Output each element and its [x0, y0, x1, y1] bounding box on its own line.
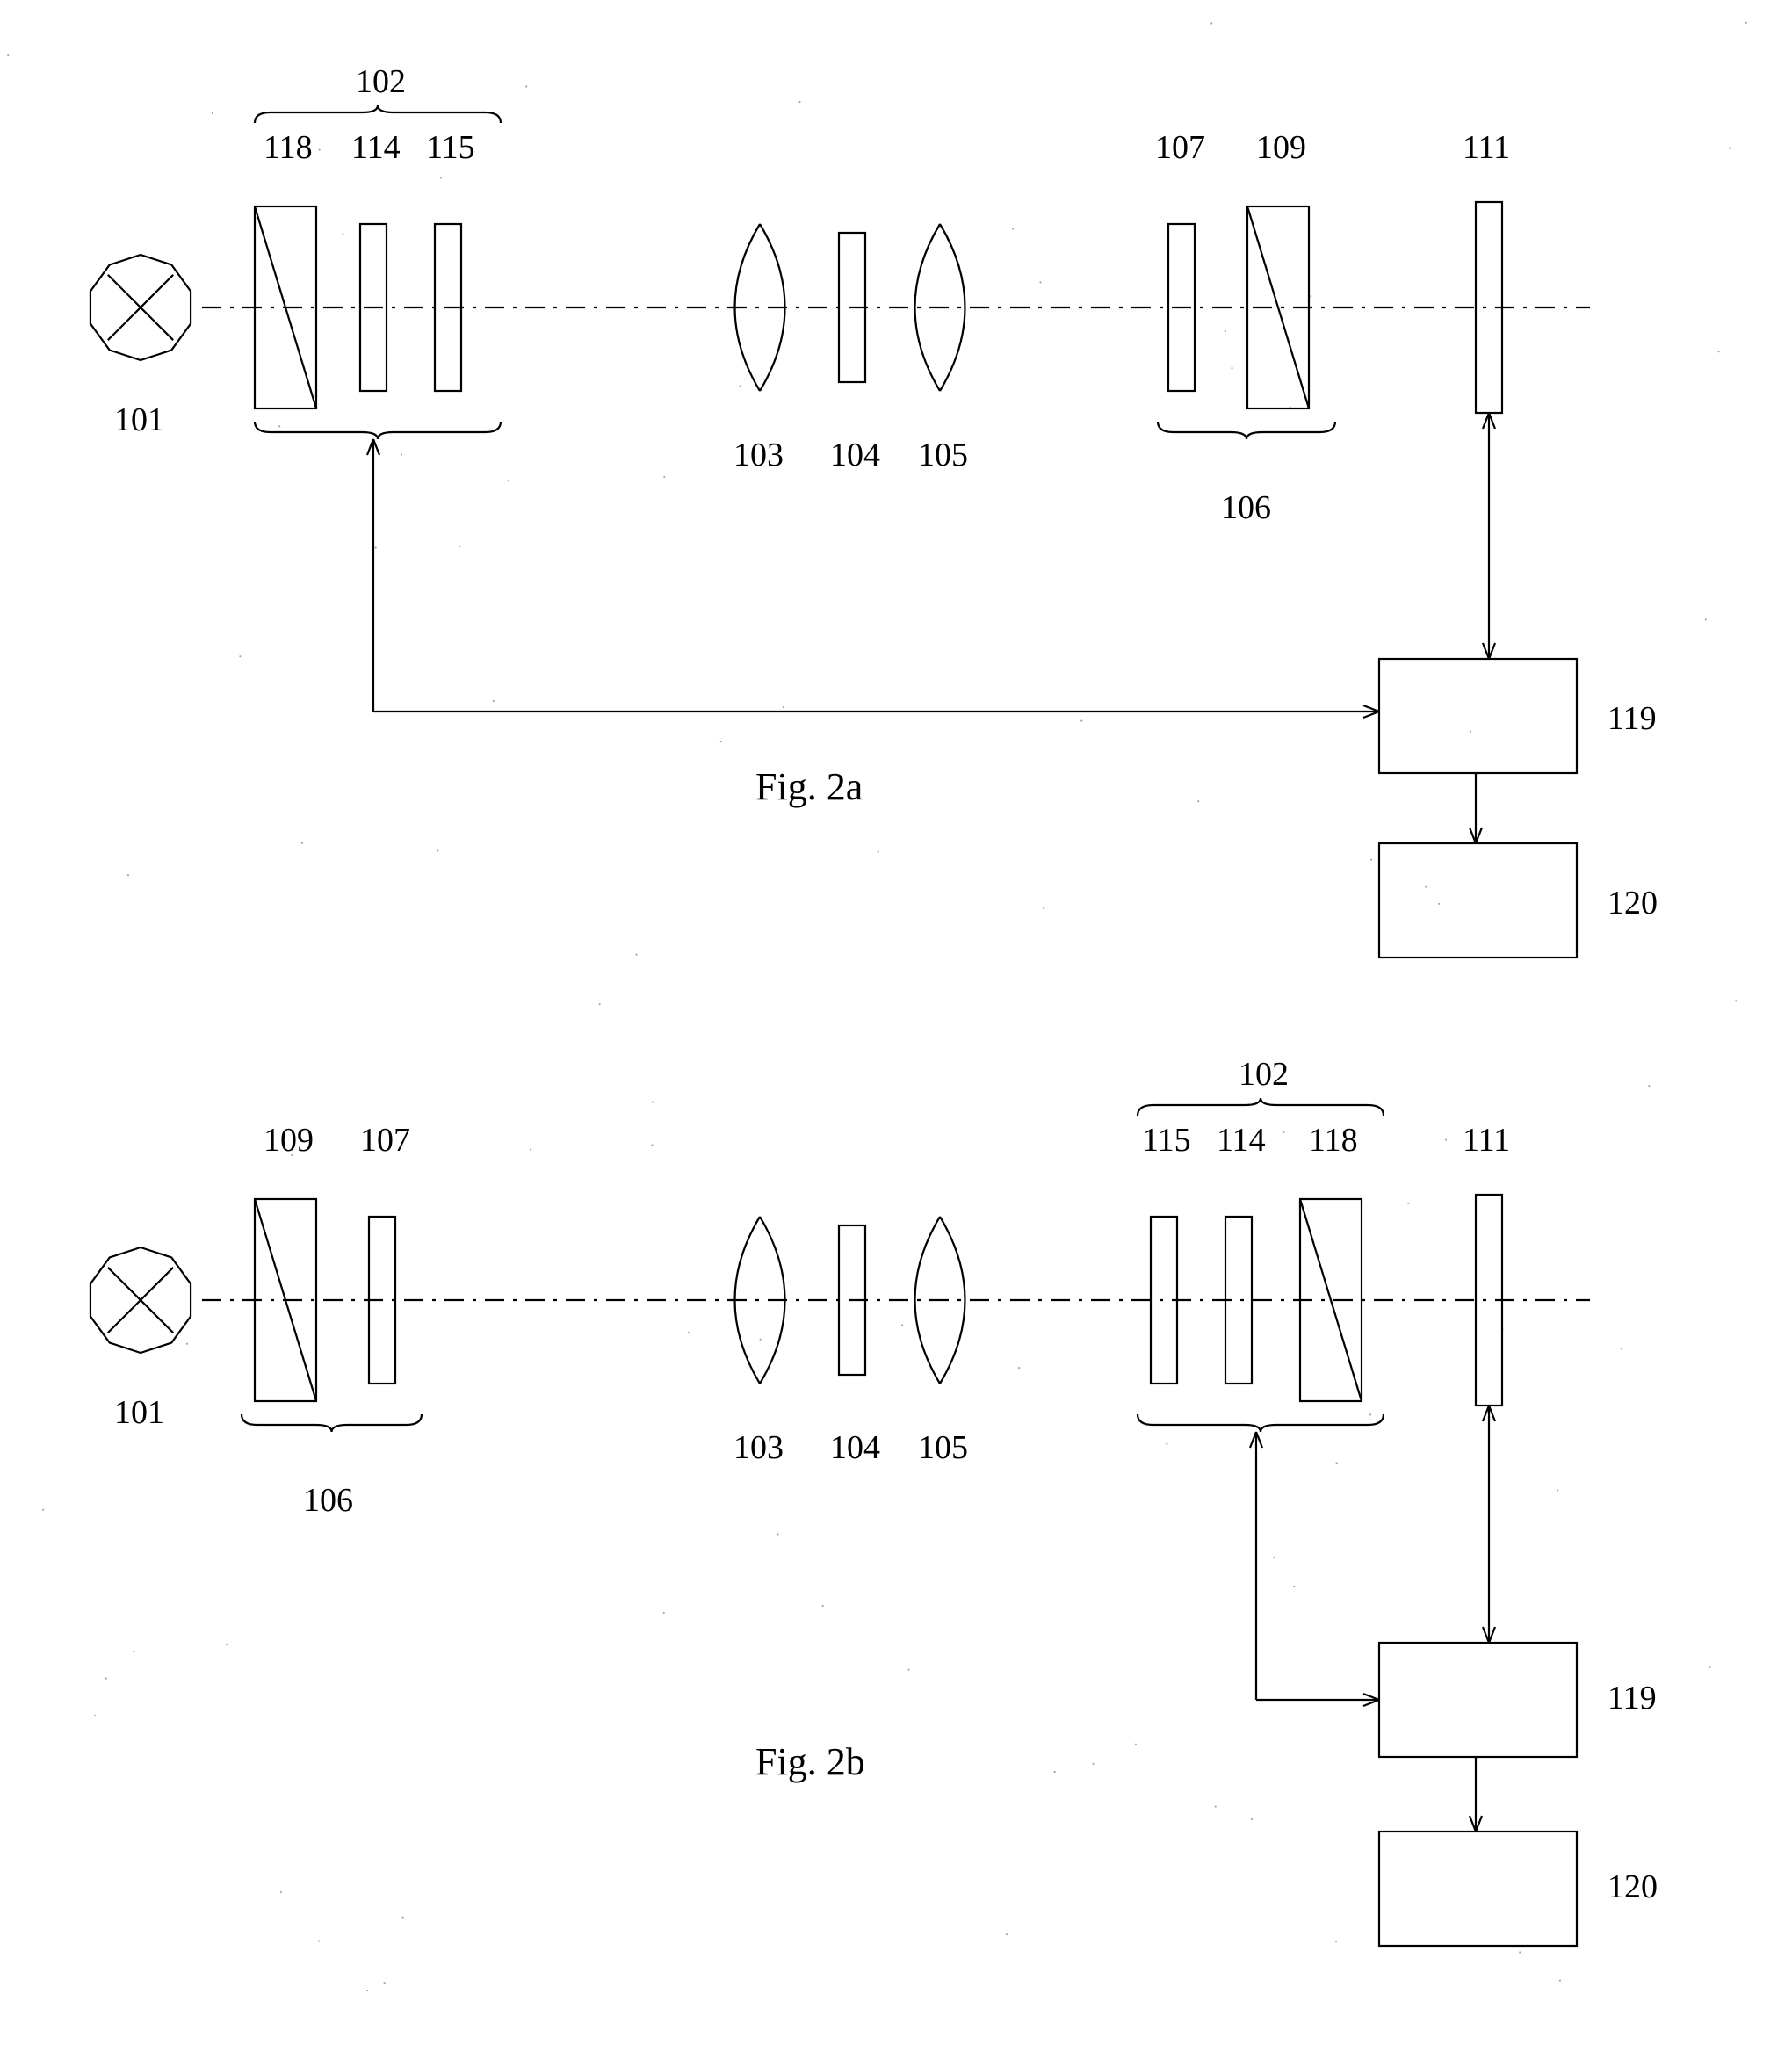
svg-text:104: 104: [830, 1429, 880, 1466]
svg-text:101: 101: [114, 401, 164, 438]
svg-text:102: 102: [1239, 1056, 1289, 1093]
svg-text:105: 105: [918, 437, 968, 473]
fig-2a-group-102-item-0: [255, 206, 316, 408]
fig-2b-box-119: [1379, 1643, 1577, 1757]
svg-text:101: 101: [114, 1394, 164, 1431]
svg-text:115: 115: [426, 129, 475, 166]
svg-text:111: 111: [1463, 1122, 1510, 1159]
svg-text:111: 111: [1463, 129, 1510, 166]
svg-text:107: 107: [1155, 129, 1205, 166]
fig-2b-group-106: 109 107 106: [242, 1122, 422, 1519]
svg-text:120: 120: [1608, 1868, 1658, 1905]
svg-text:104: 104: [830, 437, 880, 473]
fig-2a-group-106: 107 109 106: [1155, 129, 1335, 526]
svg-text:120: 120: [1608, 885, 1658, 921]
svg-text:118: 118: [1309, 1122, 1358, 1159]
svg-text:106: 106: [1221, 489, 1271, 526]
svg-text:102: 102: [356, 63, 406, 100]
svg-text:114: 114: [1217, 1122, 1266, 1159]
svg-text:109: 109: [1256, 129, 1306, 166]
svg-text:Fig. 2b: Fig. 2b: [755, 1740, 865, 1783]
svg-text:107: 107: [360, 1122, 410, 1159]
svg-text:103: 103: [733, 1429, 784, 1466]
fig-2b-group-106-item-0: [255, 1199, 316, 1401]
svg-text:119: 119: [1608, 1680, 1657, 1716]
svg-text:109: 109: [264, 1122, 314, 1159]
svg-text:106: 106: [303, 1482, 353, 1519]
svg-text:118: 118: [264, 129, 313, 166]
fig-2b-source: 101: [90, 1247, 191, 1431]
fig-2b-box-120: [1379, 1832, 1577, 1946]
svg-text:119: 119: [1608, 700, 1657, 737]
svg-text:114: 114: [351, 129, 401, 166]
fig-2b-group-102: 115 114 118 102: [1138, 1056, 1384, 1432]
svg-text:105: 105: [918, 1429, 968, 1466]
fig-2a-box-120: [1379, 843, 1577, 958]
fig-2a-box-119: [1379, 659, 1577, 773]
svg-text:115: 115: [1142, 1122, 1191, 1159]
svg-text:Fig. 2a: Fig. 2a: [755, 765, 863, 808]
fig-2a: 101 118 114 115 102 107 109 106 103 104 105 111 119 1…: [90, 63, 1658, 958]
fig-2a-source: 101: [90, 255, 191, 438]
fig-2a-group-102: 118 114 115 102: [255, 63, 501, 439]
scan-specks: [7, 22, 1747, 1991]
fig-2b: 101 115 114 118 102 109 107 106 103 104 105 111 119 1…: [90, 1056, 1658, 1946]
svg-text:103: 103: [733, 437, 784, 473]
